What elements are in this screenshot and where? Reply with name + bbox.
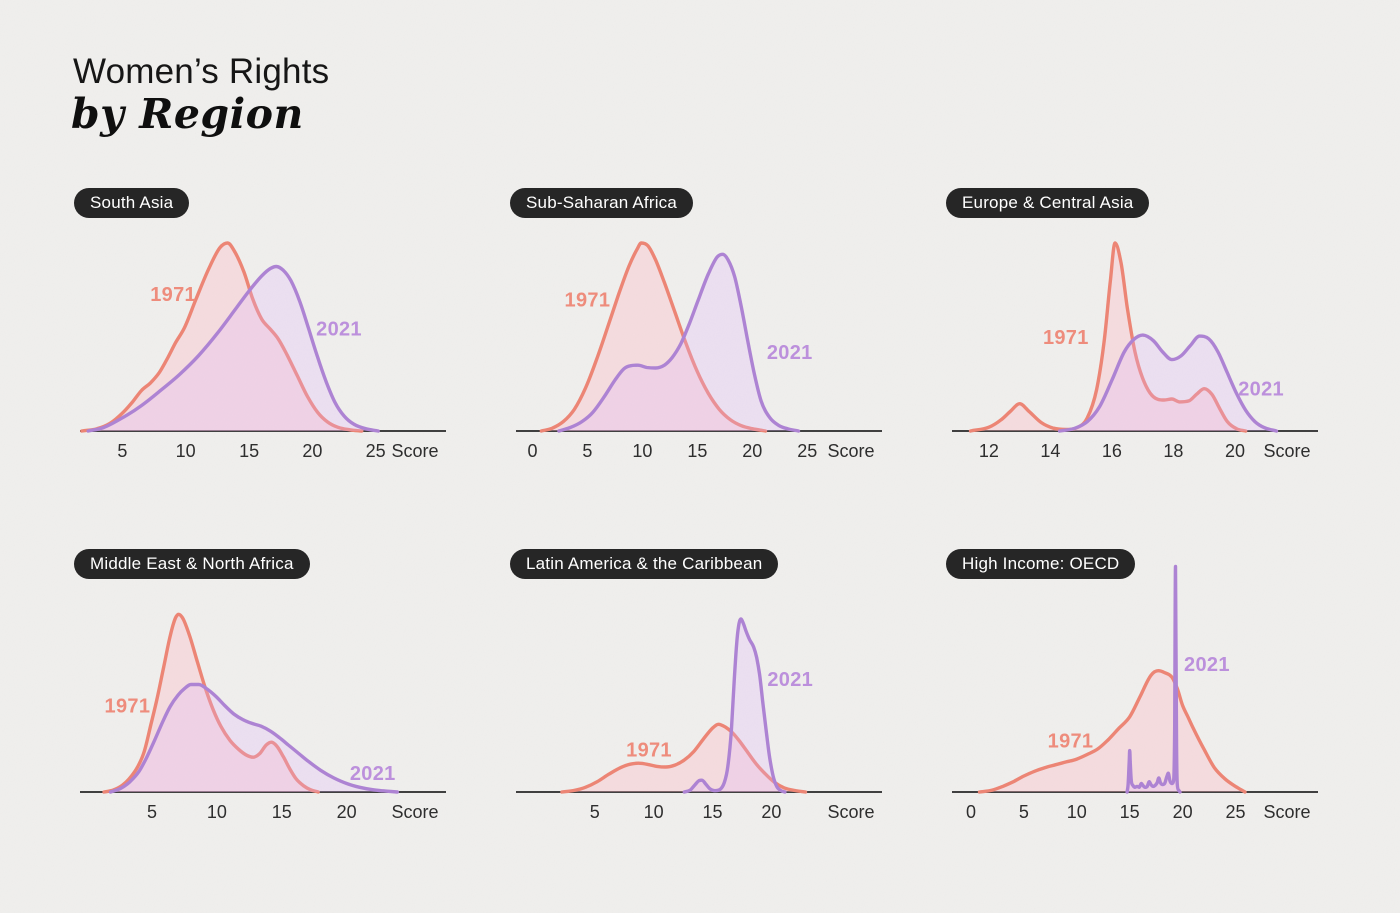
year-label-2021: 2021 xyxy=(767,342,813,364)
page-title-line-1: Women’s Rights xyxy=(73,52,330,91)
x-tick-label: 18 xyxy=(1163,441,1183,461)
x-tick-label: 10 xyxy=(632,441,652,461)
x-tick-label: 5 xyxy=(582,441,592,461)
density-chart-europe-central-asia: 12 14 16 18 20 Score 1971 2021 xyxy=(952,241,1318,461)
year-label-2021: 2021 xyxy=(767,669,813,691)
year-label-1971: 1971 xyxy=(626,739,672,761)
year-label-2021: 2021 xyxy=(350,763,396,785)
year-label-1971: 1971 xyxy=(1048,730,1094,752)
x-tick-label: 0 xyxy=(966,802,976,822)
year-label-1971: 1971 xyxy=(1043,327,1089,349)
x-tick-label: 20 xyxy=(1173,802,1193,822)
region-badge: Sub-Saharan Africa xyxy=(510,187,694,218)
area-1971 xyxy=(979,670,1245,792)
chart-cell-south-asia: South Asia 5 10 15 20 25 Score 1971 2021 xyxy=(74,187,464,477)
x-tick-label: 10 xyxy=(644,802,664,822)
header: Women’s Rights by Region xyxy=(0,0,1400,135)
x-axis-title: Score xyxy=(1263,802,1310,822)
x-tick-label: 20 xyxy=(302,441,322,461)
x-axis-title: Score xyxy=(827,441,874,461)
chart-cell-high-income-oecd: High Income: OECD 0 5 10 15 20 25 Score 1971 2021 xyxy=(946,548,1336,838)
x-axis-title: Score xyxy=(391,802,438,822)
x-tick-label: 15 xyxy=(272,802,292,822)
chart-cell-europe-central-asia: Europe & Central Asia 12 14 16 18 20 Score 1971… xyxy=(946,187,1336,477)
x-tick-label: 20 xyxy=(1225,441,1245,461)
infographic-page: Women’s Rights by Region South Asia 5 10 15… xyxy=(0,0,1400,838)
x-axis-title: Score xyxy=(827,802,874,822)
x-tick-label: 5 xyxy=(147,802,157,822)
year-label-1971: 1971 xyxy=(105,695,151,717)
x-tick-label: 5 xyxy=(590,802,600,822)
density-chart-latin-america-the-caribbean: 5 10 15 20 Score 1971 2021 xyxy=(516,617,882,822)
x-tick-label: 10 xyxy=(1067,802,1087,822)
x-axis-title: Score xyxy=(391,441,438,461)
density-chart-sub-saharan-africa: 0 5 10 15 20 25 Score 1971 2021 xyxy=(516,241,882,461)
year-label-1971: 1971 xyxy=(565,289,611,311)
x-tick-label: 5 xyxy=(1019,802,1029,822)
x-tick-label: 15 xyxy=(1120,802,1140,822)
x-tick-label: 0 xyxy=(527,441,537,461)
density-chart-high-income-oecd: 0 5 10 15 20 25 Score 1971 2021 xyxy=(952,564,1318,822)
page-title-line-2: by Region xyxy=(71,89,304,138)
region-badge: High Income: OECD xyxy=(946,548,1136,579)
region-badge: Latin America & the Caribbean xyxy=(510,548,779,579)
x-tick-label: 20 xyxy=(761,802,781,822)
region-badge: Europe & Central Asia xyxy=(946,187,1150,218)
year-label-2021: 2021 xyxy=(316,318,362,340)
year-label-2021: 2021 xyxy=(1184,654,1230,676)
x-tick-label: 14 xyxy=(1040,441,1060,461)
chart-cell-latin-america-the-caribbean: Latin America & the Caribbean 5 10 15 20 Scor… xyxy=(510,548,900,838)
x-tick-label: 20 xyxy=(337,802,357,822)
x-tick-label: 25 xyxy=(797,441,817,461)
x-tick-label: 15 xyxy=(239,441,259,461)
chart-cell-middle-east-north-africa: Middle East & North Africa 5 10 15 20 Score 19… xyxy=(74,548,464,838)
x-tick-label: 12 xyxy=(979,441,999,461)
region-badge: South Asia xyxy=(74,187,190,218)
x-tick-label: 10 xyxy=(207,802,227,822)
chart-cell-sub-saharan-africa: Sub-Saharan Africa 0 5 10 15 20 25 Score 1971 202… xyxy=(510,187,900,477)
charts-grid: South Asia 5 10 15 20 25 Score 1971 2021 Sub-Saha… xyxy=(74,187,1400,838)
x-tick-label: 5 xyxy=(117,441,127,461)
year-label-2021: 2021 xyxy=(1238,378,1284,400)
density-chart-middle-east-north-africa: 5 10 15 20 Score 1971 2021 xyxy=(80,612,446,822)
year-label-1971: 1971 xyxy=(150,284,196,306)
x-tick-label: 25 xyxy=(1225,802,1245,822)
density-chart-south-asia: 5 10 15 20 25 Score 1971 2021 xyxy=(80,241,446,461)
x-tick-label: 16 xyxy=(1102,441,1122,461)
x-tick-label: 15 xyxy=(687,441,707,461)
x-tick-label: 10 xyxy=(176,441,196,461)
x-tick-label: 15 xyxy=(702,802,722,822)
x-tick-label: 25 xyxy=(366,441,386,461)
x-axis-title: Score xyxy=(1263,441,1310,461)
x-tick-label: 20 xyxy=(742,441,762,461)
region-badge: Middle East & North Africa xyxy=(74,548,310,579)
